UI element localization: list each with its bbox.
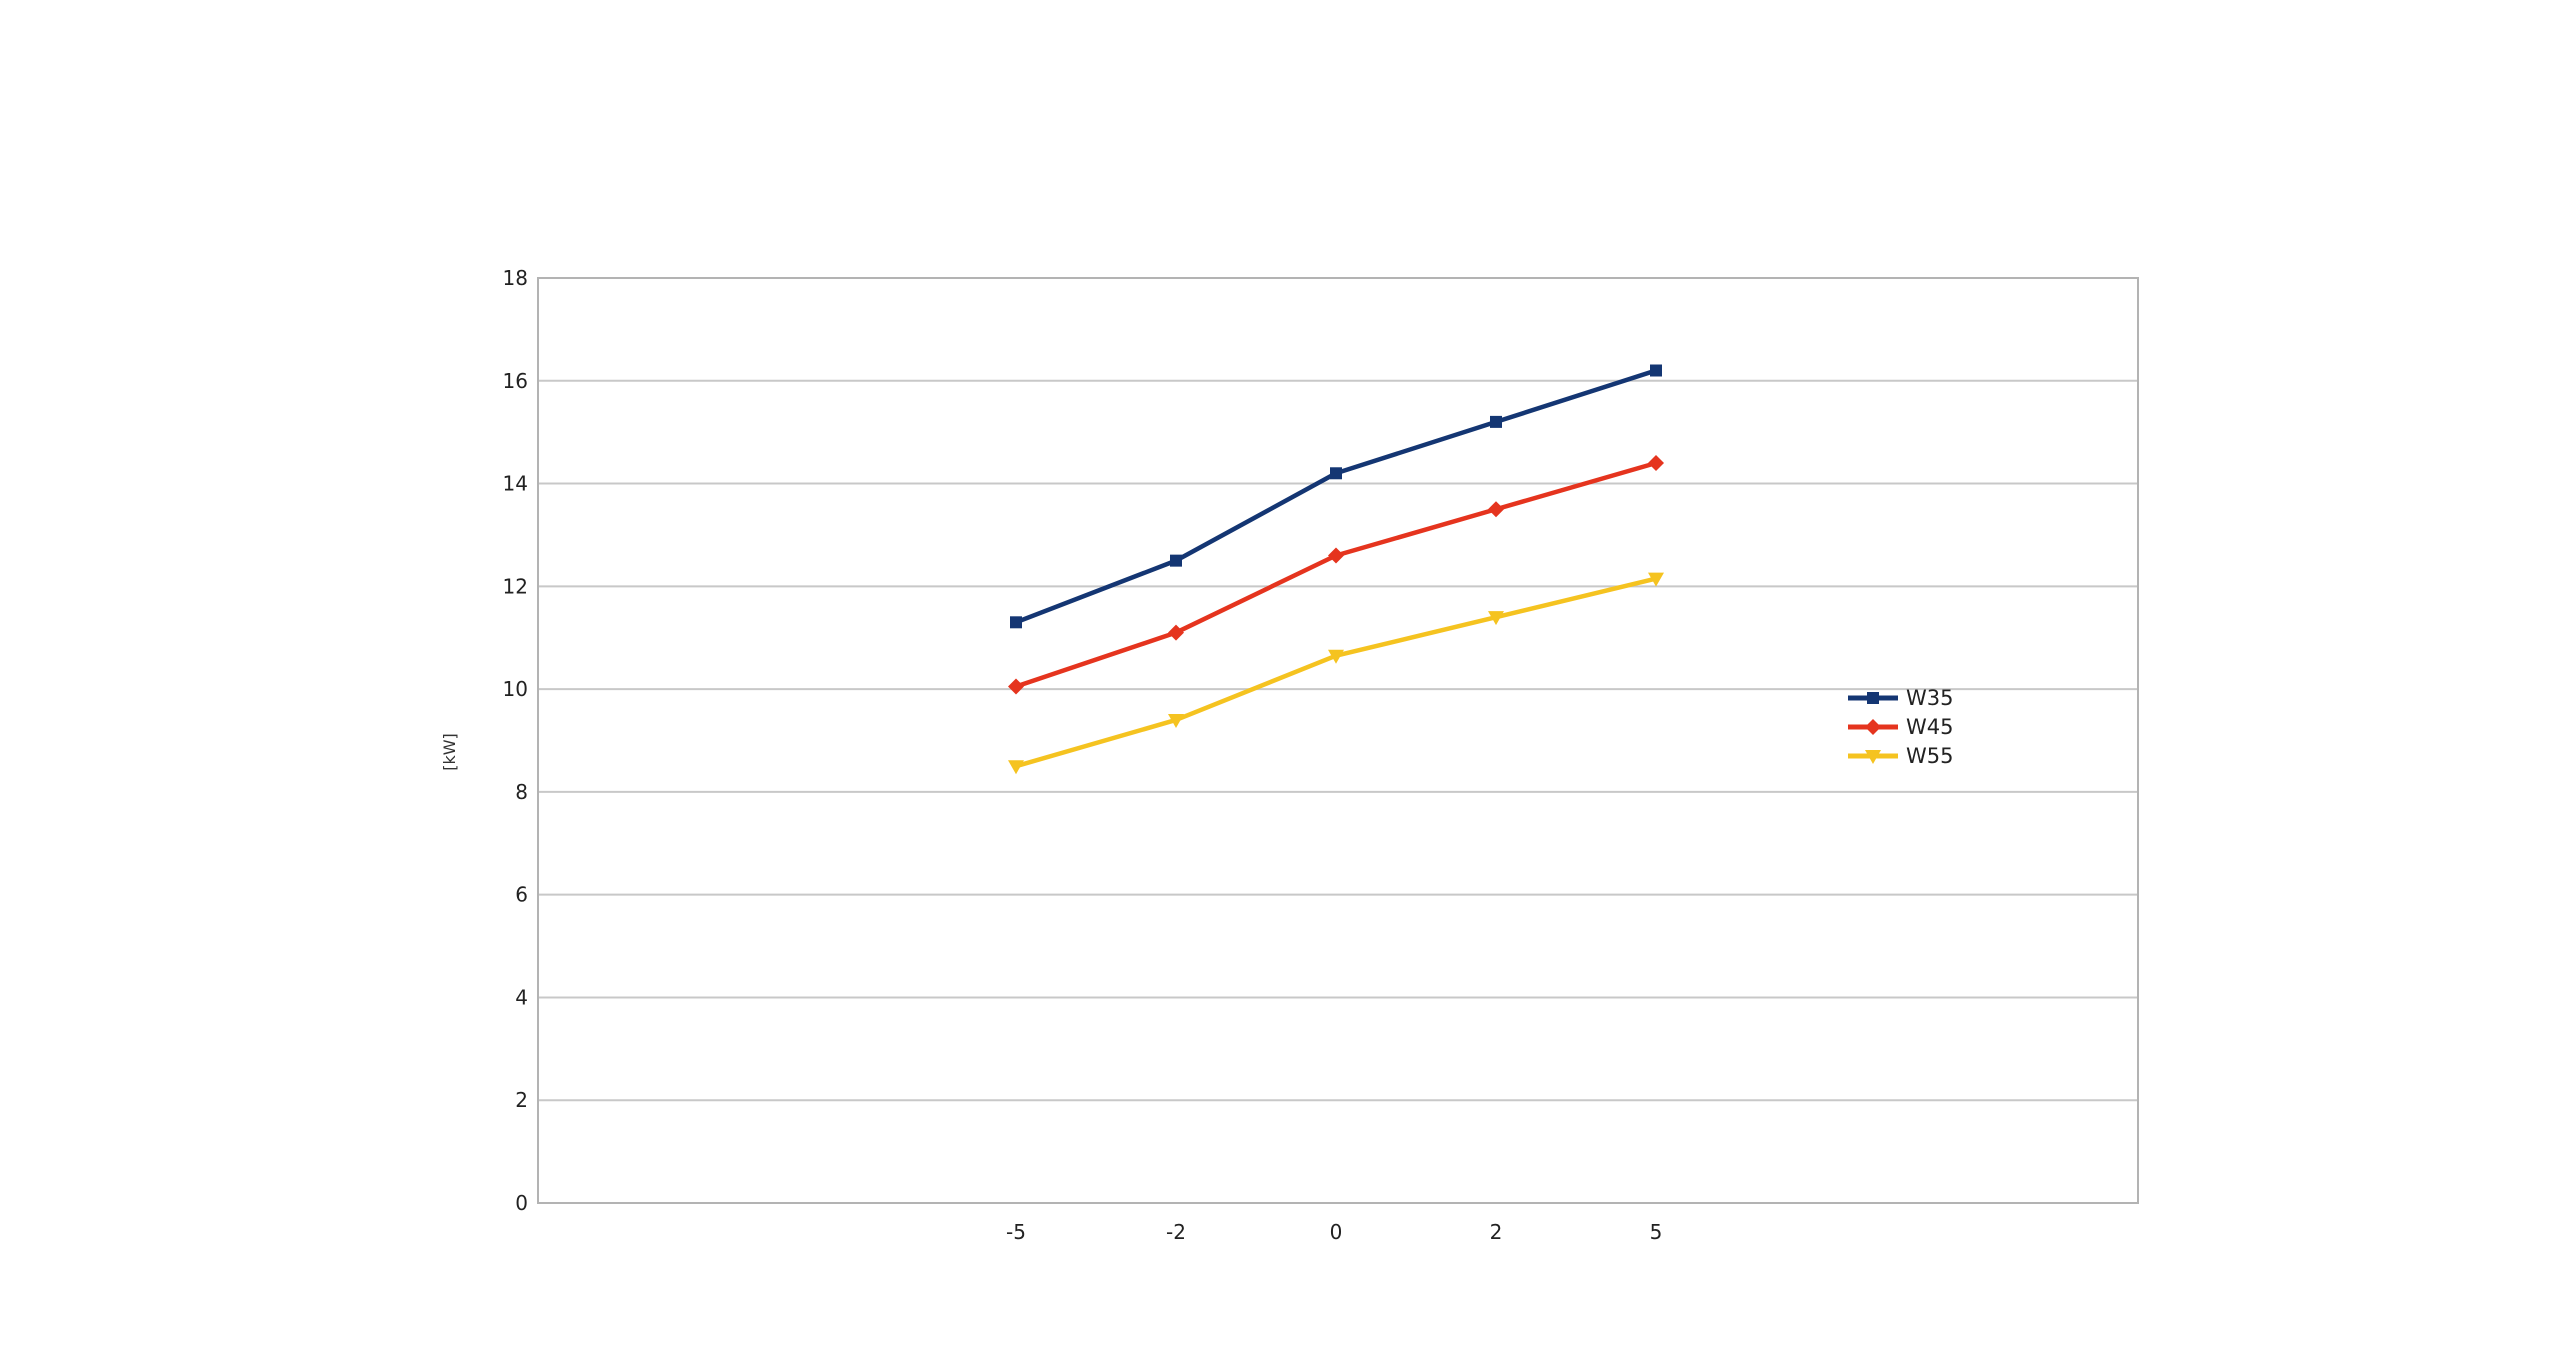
x-axis-tick-labels: -5 -2 0 2 5 [1006,1220,1662,1244]
y-tick-label: 16 [503,369,528,393]
series-w35 [1010,364,1662,629]
x-tick-label: 2 [1490,1220,1503,1244]
legend-item: W35 [1848,686,1954,710]
data-point [1168,624,1184,641]
legend: W35 W45 W55 [1848,686,1954,768]
legend-item: W45 [1848,715,1954,739]
legend-label: W35 [1906,686,1954,710]
data-point [1488,501,1504,518]
y-tick-label: 18 [503,266,528,290]
data-point [1328,547,1344,564]
gridlines [538,379,2138,1102]
series-lines [1008,364,1664,775]
y-tick-label: 4 [515,985,528,1009]
y-tick-label: 6 [515,883,528,907]
x-tick-label: -5 [1006,1220,1026,1244]
y-tick-label: 12 [503,574,528,598]
data-point [1648,572,1664,587]
y-tick-label: 2 [515,1088,528,1112]
x-tick-label: -2 [1166,1220,1186,1244]
y-tick-label: 0 [515,1191,528,1215]
data-point [1648,455,1664,471]
y-tick-label: 14 [503,472,528,496]
data-point [1168,713,1184,728]
data-point [1008,760,1024,775]
series-w55 [1008,572,1664,775]
legend-marker [1865,750,1881,764]
y-axis-title: [kW] [440,733,459,771]
legend-label: W55 [1906,744,1954,768]
series-w45 [1008,455,1664,695]
data-point [1488,611,1504,626]
y-tick-label: 10 [503,677,528,701]
y-axis-tick-labels: 0 2 4 6 8 10 12 14 16 18 [503,266,528,1215]
legend-marker [1865,719,1881,735]
data-point [1330,467,1342,480]
data-point [1490,415,1502,428]
legend-marker [1867,692,1879,704]
legend-item: W55 [1848,744,1954,768]
y-tick-label: 8 [515,780,528,804]
data-point [1328,649,1344,664]
data-point [1008,678,1024,695]
data-point [1170,554,1182,567]
legend-label: W45 [1906,715,1954,739]
x-tick-label: 0 [1330,1220,1343,1244]
plot-area-frame [537,277,2139,1204]
data-point [1010,616,1022,629]
x-tick-label: 5 [1650,1220,1663,1244]
data-point [1650,364,1662,377]
